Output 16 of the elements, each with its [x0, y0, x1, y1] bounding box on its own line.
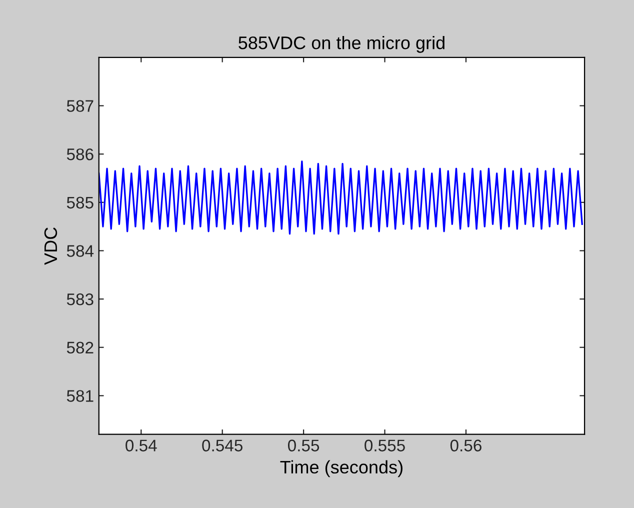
- line-series: [98, 160, 583, 235]
- y-tick-label: 583: [66, 293, 94, 306]
- chart-title: 585VDC on the micro grid: [238, 36, 444, 53]
- x-tick-label: 0.545: [202, 440, 242, 452]
- x-tick-label: 0.55: [288, 440, 320, 452]
- y-tick-label: 581: [66, 390, 94, 402]
- y-tick-label: 582: [66, 342, 94, 354]
- x-tick-label: 0.56: [450, 440, 482, 452]
- x-axis-title: Time (seconds): [280, 460, 402, 478]
- x-tick-label: 0.555: [364, 440, 405, 452]
- y-tick-label: 586: [66, 148, 94, 160]
- y-tick-label: 587: [66, 100, 94, 112]
- x-tick-label: 0.54: [126, 440, 157, 452]
- y-tick-label: 585: [66, 196, 94, 209]
- y-tick-label: 584: [66, 245, 94, 257]
- y-axis-title: VDC: [44, 228, 58, 265]
